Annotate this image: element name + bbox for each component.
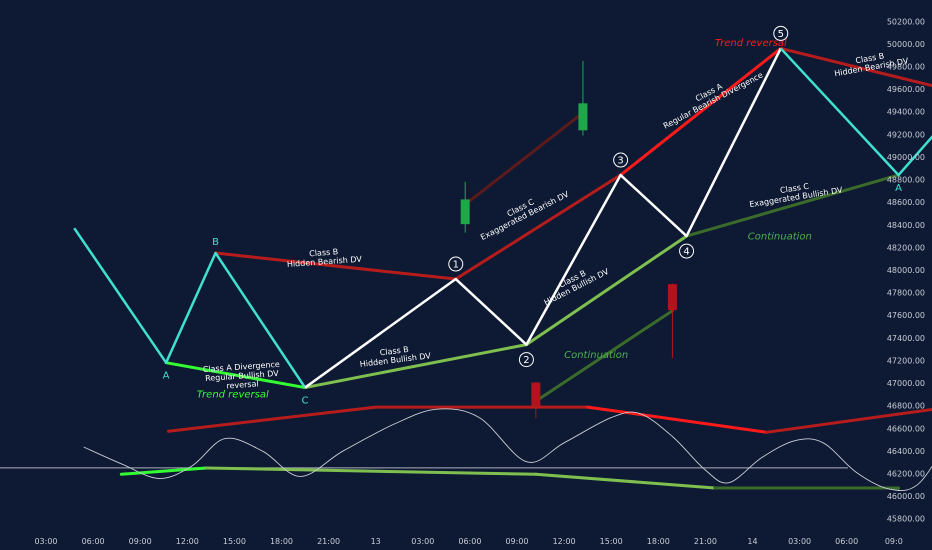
y-tick-label-17: 49200.00 <box>887 130 925 139</box>
wave-number-2: 3 <box>617 156 623 167</box>
zigzag-series-0 <box>73 227 307 389</box>
oscillator-divergence-2 <box>534 472 717 490</box>
candle-body-1 <box>578 103 588 131</box>
italic-label-0: Trend reversal <box>197 390 269 401</box>
y-tick-label-1: 46000.00 <box>887 492 925 501</box>
oscillator-divergence-7 <box>765 407 932 434</box>
zigzag-series-1 <box>304 47 782 389</box>
wave-number-circle-0 <box>448 256 464 272</box>
x-tick-label-1: 06:00 <box>82 537 105 546</box>
oscillator-divergence-1 <box>204 466 538 476</box>
y-axis[interactable]: 45800.00 46000.00 46200.00 46400.00 46600.00… <box>887 17 925 523</box>
y-tick-label-19: 49600.00 <box>887 85 925 94</box>
oscillator-divergence-6 <box>586 405 769 434</box>
x-tick-label-13: 18:00 <box>647 537 670 546</box>
candle-body-2 <box>531 382 541 408</box>
oscillator-layer <box>83 405 932 491</box>
x-tick-label-14: 21:00 <box>694 537 717 546</box>
wave-number-circle-3 <box>679 243 695 259</box>
trendline-1 <box>303 343 528 390</box>
x-tick-label-8: 03:00 <box>411 537 434 546</box>
y-tick-label-22: 50200.00 <box>887 17 925 26</box>
annotation-0-line-2: reversal <box>226 379 259 390</box>
y-tick-label-6: 47000.00 <box>887 379 925 388</box>
y-tick-label-18: 49400.00 <box>887 108 925 117</box>
x-tick-label-10: 09:00 <box>505 537 528 546</box>
wave-number-0: 1 <box>453 260 459 271</box>
y-tick-label-15: 48800.00 <box>887 176 925 185</box>
x-tick-label-9: 06:00 <box>458 537 481 546</box>
x-axis[interactable]: 03:00 06:00 09:00 12:00 15:00 18:00 21:00 13 03:… <box>34 537 902 546</box>
x-tick-label-7: 13 <box>371 537 381 546</box>
italic-label-1: Continuation <box>564 350 628 361</box>
x-tick-label-3: 12:00 <box>176 537 199 546</box>
x-tick-label-16: 03:00 <box>788 537 811 546</box>
y-tick-label-12: 48200.00 <box>887 243 925 252</box>
y-tick-label-7: 47200.00 <box>887 356 925 365</box>
wave-number-circle-1 <box>518 352 534 368</box>
x-tick-label-17: 06:00 <box>835 537 858 546</box>
x-tick-label-15: 14 <box>747 537 757 546</box>
x-tick-label-6: 21:00 <box>317 537 340 546</box>
trendline-5 <box>454 173 623 281</box>
x-tick-label-12: 15:00 <box>600 537 623 546</box>
point-label-3: A <box>895 183 902 194</box>
candle-body-3 <box>667 284 677 311</box>
annotation-2-line-0: Class B <box>379 345 409 357</box>
y-tick-label-8: 47400.00 <box>887 334 925 343</box>
italic-label-2: Continuation <box>748 231 812 242</box>
y-tick-label-13: 48400.00 <box>887 221 925 230</box>
y-tick-label-16: 49000.00 <box>887 153 925 162</box>
trendline-3 <box>685 173 901 238</box>
trendline-8 <box>463 111 585 206</box>
oscillator-line <box>83 408 932 491</box>
trendline-7 <box>779 46 932 88</box>
oscillator-divergence-4 <box>166 405 378 433</box>
y-tick-label-14: 48600.00 <box>887 198 925 207</box>
y-tick-label-11: 48000.00 <box>887 266 925 275</box>
y-tick-label-2: 46200.00 <box>887 469 925 478</box>
x-tick-label-0: 03:00 <box>34 537 57 546</box>
trendline-4 <box>214 251 458 281</box>
x-tick-label-11: 12:00 <box>553 537 576 546</box>
trendline-6 <box>619 46 783 177</box>
y-tick-label-3: 46400.00 <box>887 447 925 456</box>
annotation-1-line-0: Class B <box>309 247 339 258</box>
x-tick-label-2: 09:00 <box>129 537 152 546</box>
point-label-1: B <box>212 237 219 248</box>
zigzag-series-2 <box>779 47 932 177</box>
trendline-0 <box>164 361 307 390</box>
x-tick-label-18: 09:0 <box>885 537 903 546</box>
trendlines-layer <box>0 46 932 469</box>
wave-number-4: 5 <box>778 29 784 40</box>
y-tick-label-20: 49800.00 <box>887 63 925 72</box>
y-tick-label-4: 46600.00 <box>887 424 925 433</box>
italic-label-3: Trend reversal <box>715 38 787 49</box>
trendline-9 <box>534 309 674 403</box>
y-tick-label-0: 45800.00 <box>887 515 925 524</box>
x-tick-label-4: 15:00 <box>223 537 246 546</box>
y-tick-label-10: 47800.00 <box>887 289 925 298</box>
wave-number-3: 4 <box>683 247 689 258</box>
wave-number-circle-4 <box>773 25 789 41</box>
y-tick-label-9: 47600.00 <box>887 311 925 320</box>
point-label-0: A <box>163 371 170 382</box>
y-tick-label-5: 46800.00 <box>887 402 925 411</box>
point-label-2: C <box>302 396 309 407</box>
trendline-2 <box>524 234 689 347</box>
oscillator-divergence-0 <box>119 466 208 476</box>
candle-body-0 <box>460 199 470 225</box>
candles-layer <box>460 60 677 419</box>
wave-number-circle-2 <box>613 152 629 168</box>
wave-number-1: 2 <box>523 355 529 366</box>
y-tick-label-21: 50000.00 <box>887 40 925 49</box>
zigzag-series-layer <box>73 47 932 389</box>
x-tick-label-5: 18:00 <box>270 537 293 546</box>
